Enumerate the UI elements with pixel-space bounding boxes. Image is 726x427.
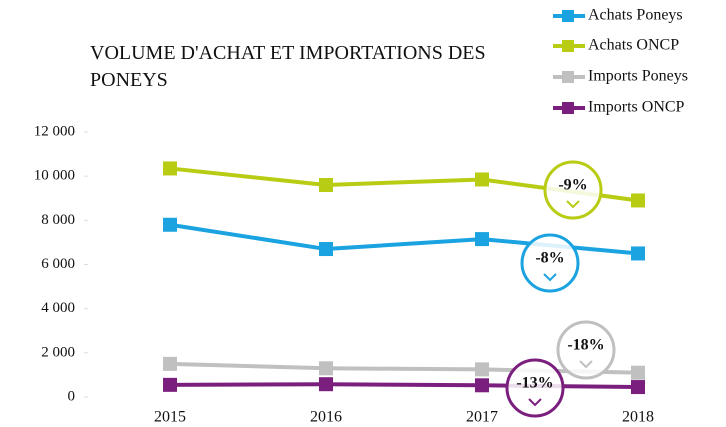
point (475, 378, 489, 393)
y-tick-label: 2 000 (41, 344, 75, 360)
annotation: -13% (516, 375, 553, 392)
y-tick-label: 8 000 (41, 212, 75, 228)
legend-marker (562, 71, 574, 83)
point (319, 242, 333, 257)
legend-marker (562, 40, 574, 52)
annotation-circle (520, 233, 580, 293)
legend-marker (562, 10, 574, 22)
x-tick-label: 2017 (466, 409, 498, 426)
annotation-chevron (543, 273, 557, 282)
point (631, 246, 645, 261)
point (163, 217, 177, 232)
legend-label: Imports Poneys (588, 68, 688, 85)
legend-marker (562, 102, 574, 114)
annotation-circle (556, 320, 616, 380)
point (475, 362, 489, 377)
annotation: -18% (567, 337, 604, 354)
annotation-circle (505, 358, 565, 418)
point (319, 377, 333, 392)
legend-label: Achats Poneys (588, 7, 683, 24)
point (631, 380, 645, 395)
y-tick-label: 6 000 (41, 256, 75, 272)
y-tick-label: 4 000 (41, 300, 75, 316)
legend-label: Imports ONCP (588, 99, 685, 116)
point (631, 193, 645, 208)
series-line (169, 382, 639, 390)
point (163, 356, 177, 371)
point (319, 178, 333, 192)
annotation-chevron (579, 360, 593, 369)
point (631, 365, 645, 380)
y-tick-label: 10 000 (34, 168, 75, 184)
point (163, 161, 177, 176)
series-line (169, 361, 639, 375)
annotation-chevron (566, 200, 580, 209)
x-tick-label: 2015 (154, 409, 186, 426)
annotation-circle (543, 160, 603, 220)
point (163, 377, 177, 392)
annotation-chevron (528, 398, 542, 407)
point (475, 172, 489, 187)
x-tick-label: 2018 (622, 409, 654, 426)
legend-label: Achats ONCP (588, 37, 679, 54)
y-tick-label: 12 000 (34, 123, 75, 139)
point (475, 232, 489, 247)
annotation: -9% (558, 177, 587, 194)
x-tick-label: 2016 (310, 409, 342, 426)
y-tick-label: 0 (68, 388, 76, 404)
point (319, 361, 333, 376)
annotation: -8% (535, 250, 564, 267)
chart-title: VOLUME D'ACHAT ET IMPORTATIONS DES PONEY… (90, 42, 486, 91)
